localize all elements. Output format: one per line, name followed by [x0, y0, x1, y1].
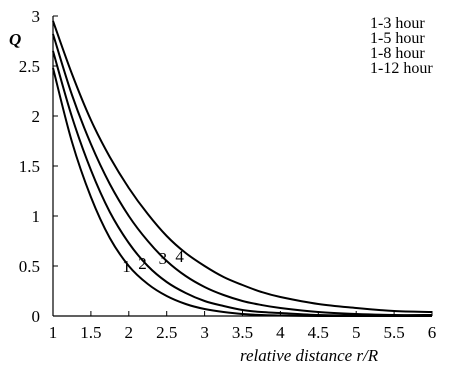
y-tick-label: 0.5	[19, 257, 40, 276]
curve-label-2: 2	[138, 254, 147, 273]
legend-entry: 1-5 hour	[370, 30, 425, 47]
x-tick-label: 5	[352, 323, 361, 342]
x-axis-title: relative distance r/R	[240, 346, 379, 365]
legend-entry: 1-8 hour	[370, 45, 425, 62]
y-tick-label: 1	[32, 207, 41, 226]
legend-entry: 1-12 hour	[370, 60, 433, 77]
x-tick-label: 3	[200, 323, 209, 342]
y-tick-label: 3	[32, 7, 41, 26]
x-tick-label: 6	[428, 323, 437, 342]
x-tick-label: 4	[276, 323, 285, 342]
x-tick-label: 1	[49, 323, 58, 342]
curve-label-1: 1	[122, 257, 131, 276]
y-tick-label: 2.5	[19, 57, 40, 76]
curve-label-3: 3	[159, 249, 168, 268]
series-line-3	[52, 33, 433, 317]
y-tick-label: 2	[32, 107, 41, 126]
y-axis-title: Q	[9, 30, 21, 49]
x-tick-label: 2	[125, 323, 134, 342]
x-tick-label: 3.5	[232, 323, 253, 342]
axes: 0 0.5 1 1.5 2 2.5 3 1 1.5 2 2.5 3 3.5 4 4.5 5 5.5 6	[19, 7, 437, 342]
curve-label-4: 4	[175, 247, 184, 266]
x-tick-label: 5.5	[383, 323, 404, 342]
series-line-1	[52, 67, 432, 318]
series-line-4	[52, 20, 433, 313]
series-line-2	[52, 50, 433, 318]
x-tick-label: 2.5	[156, 323, 177, 342]
curves	[52, 20, 433, 318]
y-tick-label: 1.5	[19, 157, 40, 176]
legend-entry: 1-3 hour	[370, 15, 425, 32]
legend: 1-3 hour 1-5 hour 1-8 hour 1-12 hour	[370, 15, 433, 77]
y-tick-label: 0	[32, 307, 41, 326]
x-tick-label: 1.5	[80, 323, 101, 342]
x-tick-label: 4.5	[308, 323, 329, 342]
